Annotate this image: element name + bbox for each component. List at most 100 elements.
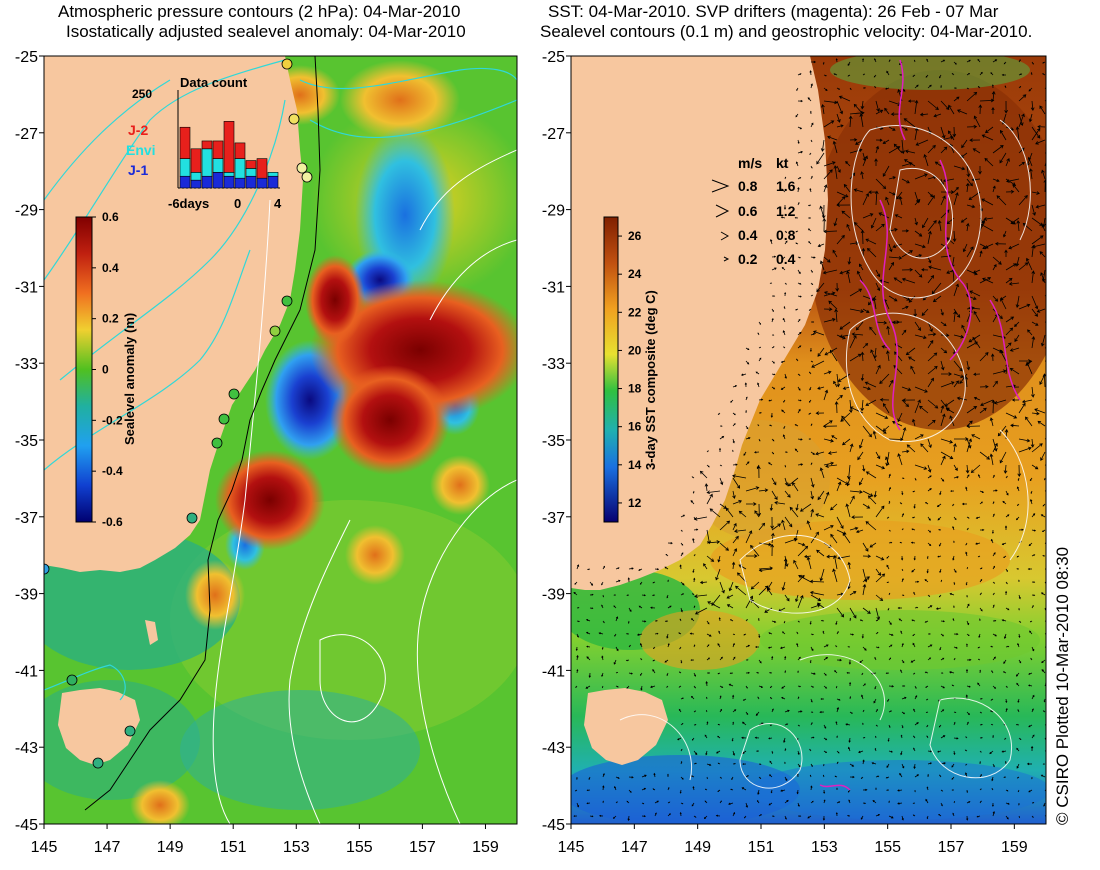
velocity-arrow xyxy=(705,750,708,756)
velocity-arrow xyxy=(1018,161,1025,167)
velocity-arrow xyxy=(927,464,932,473)
velocity-arrow xyxy=(1005,815,1009,820)
velocity-arrow xyxy=(757,332,760,336)
velocity-arrow xyxy=(860,351,865,362)
velocity-arrow xyxy=(1001,73,1007,77)
velocity-arrow xyxy=(601,646,604,650)
velocity-arrow xyxy=(809,110,812,115)
velocity-arrow xyxy=(977,658,981,661)
velocity-arrow xyxy=(705,681,708,687)
velocity-arrow xyxy=(667,541,673,545)
velocity-arrow xyxy=(992,619,997,622)
velocity-arrow xyxy=(717,643,721,648)
velocity-arrow xyxy=(667,605,672,609)
velocity-arrow xyxy=(823,229,838,234)
velocity-arrow xyxy=(797,750,800,756)
velocity-arrow xyxy=(628,789,632,793)
velocity-arrow xyxy=(953,283,959,297)
velocity-arrow xyxy=(795,113,799,118)
velocity-arrow xyxy=(901,329,907,336)
velocity-arrow xyxy=(689,632,695,635)
velocity-arrow xyxy=(780,216,786,219)
velocity-arrow xyxy=(901,267,914,272)
velocity-arrow xyxy=(797,139,800,144)
velocity-arrow xyxy=(704,800,708,804)
velocity-arrow xyxy=(576,654,579,661)
velocity-arrow xyxy=(601,672,604,677)
velocity-arrow xyxy=(836,630,839,635)
velocity-arrow xyxy=(810,800,814,804)
velocity-arrow xyxy=(911,568,916,573)
right-y-tick-label: -31 xyxy=(542,279,565,296)
velocity-arrow xyxy=(966,341,978,349)
velocity-arrow xyxy=(875,425,887,434)
data-count-bar-j1 xyxy=(190,179,202,189)
velocity-arrow xyxy=(628,607,632,613)
velocity-arrow xyxy=(819,467,825,479)
velocity-arrow xyxy=(680,748,683,752)
sla-colorbar-tick-label: -0.6 xyxy=(102,515,123,529)
velocity-arrow xyxy=(849,711,853,714)
velocity-arrow xyxy=(1036,308,1046,313)
velocity-arrow xyxy=(1016,776,1020,779)
velocity-arrow xyxy=(1003,61,1007,65)
velocity-arrow xyxy=(769,282,773,284)
velocity-arrow xyxy=(810,736,815,739)
velocity-arrow xyxy=(875,573,886,583)
velocity-arrow xyxy=(1041,669,1046,674)
velocity-arrow xyxy=(810,646,814,652)
right-y-tick-label: -27 xyxy=(542,126,565,143)
velocity-arrow xyxy=(979,737,983,739)
velocity-arrow xyxy=(849,490,863,494)
velocity-arrow xyxy=(919,112,929,117)
velocity-arrow xyxy=(860,171,864,180)
velocity-arrow xyxy=(1044,156,1046,167)
velocity-arrow xyxy=(964,749,968,752)
velocity-arrow xyxy=(912,516,916,519)
velocity-arrow xyxy=(639,643,643,648)
velocity-arrow xyxy=(745,644,751,648)
velocity-arrow xyxy=(588,672,591,678)
velocity-arrow xyxy=(953,61,957,65)
velocity-arrow xyxy=(784,537,798,544)
velocity-arrow xyxy=(745,671,751,674)
left-x-tick-label: 145 xyxy=(31,839,58,856)
velocity-arrow xyxy=(789,506,799,518)
velocity-arrow xyxy=(732,750,736,756)
velocity-arrow xyxy=(966,424,981,429)
velocity-arrow xyxy=(823,672,827,676)
velocity-arrow xyxy=(835,721,838,726)
velocity-arrow xyxy=(797,438,803,441)
velocity-arrow xyxy=(823,256,831,263)
velocity-arrow xyxy=(1027,567,1032,571)
velocity-arrow xyxy=(927,195,935,206)
velocity-arrow xyxy=(783,306,786,310)
velocity-arrow xyxy=(912,672,916,675)
velocity-arrow xyxy=(885,196,890,206)
velocity-arrow xyxy=(979,669,982,674)
velocity-arrow xyxy=(1031,464,1039,470)
velocity-arrow xyxy=(892,243,903,249)
velocity-arrow xyxy=(1028,113,1033,123)
velocity-arrow xyxy=(1006,178,1020,183)
velocity-arrow xyxy=(848,659,852,665)
velocity-arrow xyxy=(849,308,865,314)
velocity-arrow xyxy=(1016,747,1020,752)
velocity-arrow xyxy=(966,420,973,427)
velocity-arrow xyxy=(769,685,773,689)
velocity-arrow xyxy=(823,750,828,753)
velocity-arrow xyxy=(912,418,916,427)
velocity-arrow xyxy=(650,685,656,689)
velocity-arrow xyxy=(810,294,814,297)
velocity-arrow xyxy=(693,644,696,648)
velocity-arrow xyxy=(817,490,825,501)
velocity-arrow xyxy=(823,644,829,648)
velocity-arrow xyxy=(973,372,981,376)
velocity-arrow xyxy=(588,776,591,781)
velocity-arrow xyxy=(990,698,994,701)
velocity-arrow xyxy=(755,646,759,649)
velocity-arrow xyxy=(965,694,968,700)
velocity-arrow xyxy=(1017,464,1022,477)
velocity-arrow xyxy=(872,430,877,440)
